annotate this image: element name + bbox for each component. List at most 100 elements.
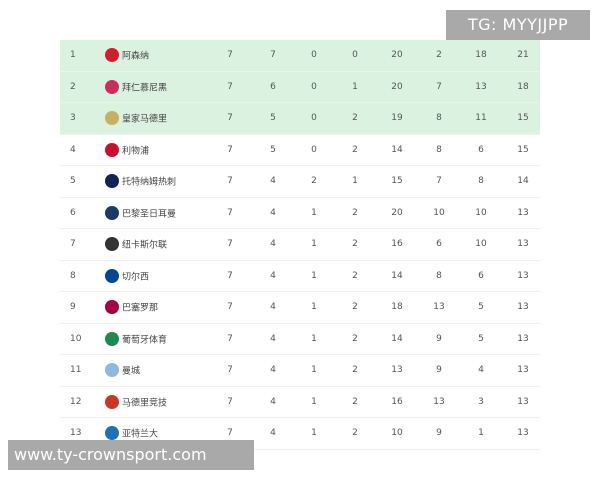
stat-cell: 1 <box>311 207 317 218</box>
stat-cell: 16 <box>391 239 403 250</box>
stat-cell: 4 <box>270 239 276 250</box>
table-row[interactable]: 1 阿森纳 7 7 0 0 20 2 18 21 <box>60 40 540 72</box>
team-name: 曼城 <box>122 366 141 377</box>
stat-cell: 7 <box>227 365 233 376</box>
table-row[interactable]: 8 切尔西 7 4 1 2 14 8 6 13 <box>60 261 540 292</box>
stat-cell: 7 <box>227 113 233 124</box>
team-name: 葡萄牙体育 <box>122 335 168 346</box>
stat-cell: 7 <box>227 396 233 407</box>
team-name: 皇家马德里 <box>122 114 168 125</box>
barcelona-crest-icon <box>105 300 119 315</box>
stat-cell: 1 <box>311 239 317 250</box>
stat-cell: 2 <box>352 113 358 124</box>
stat-cell: 5 <box>478 302 484 313</box>
rank: 7 <box>70 239 76 250</box>
stat-cell: 3 <box>478 396 484 407</box>
stat-cell: 21 <box>517 50 529 61</box>
stat-cell: 5 <box>270 144 276 155</box>
liverpool-crest-icon <box>105 142 119 157</box>
stat-cell: 16 <box>391 396 403 407</box>
stat-cell: 2 <box>352 207 358 218</box>
stat-cell: 7 <box>227 302 233 313</box>
stat-cell: 4 <box>270 396 276 407</box>
stat-cell: 19 <box>391 113 403 124</box>
stat-cell: 18 <box>391 302 403 313</box>
stat-cell: 2 <box>352 302 358 313</box>
rank: 1 <box>70 50 76 61</box>
chelsea-crest-icon <box>105 268 119 283</box>
stat-cell: 18 <box>517 81 529 92</box>
stat-cell: 5 <box>270 113 276 124</box>
table-row[interactable]: 9 巴塞罗那 7 4 1 2 18 13 5 13 <box>60 292 540 324</box>
rank: 9 <box>70 302 76 313</box>
arsenal-crest-icon <box>105 48 119 63</box>
table-row[interactable]: 11 曼城 7 4 1 2 13 9 4 13 <box>60 355 540 387</box>
rank: 13 <box>70 428 82 439</box>
rank: 10 <box>70 333 82 344</box>
team-name: 拜仁慕尼黑 <box>122 83 168 94</box>
atalanta-crest-icon <box>105 426 119 441</box>
stat-cell: 1 <box>311 396 317 407</box>
stat-cell: 2 <box>352 270 358 281</box>
stat-cell: 1 <box>478 428 484 439</box>
stat-cell: 14 <box>391 144 403 155</box>
stat-cell: 1 <box>311 270 317 281</box>
stat-cell: 7 <box>270 50 276 61</box>
stat-cell: 20 <box>391 207 403 218</box>
stat-cell: 4 <box>270 428 276 439</box>
stat-cell: 2 <box>352 239 358 250</box>
man-city-crest-icon <box>105 363 119 378</box>
atletico-crest-icon <box>105 394 119 409</box>
stat-cell: 14 <box>391 333 403 344</box>
team-name: 巴黎圣日耳曼 <box>122 209 177 220</box>
stat-cell: 4 <box>270 302 276 313</box>
team-name: 利物浦 <box>122 146 150 157</box>
team-name: 切尔西 <box>122 272 150 283</box>
stat-cell: 18 <box>475 50 487 61</box>
stat-cell: 0 <box>311 144 317 155</box>
stat-cell: 2 <box>352 428 358 439</box>
stat-cell: 4 <box>270 176 276 187</box>
stat-cell: 2 <box>352 365 358 376</box>
stat-cell: 7 <box>227 81 233 92</box>
stat-cell: 13 <box>433 396 445 407</box>
table-row[interactable]: 6 巴黎圣日耳曼 7 4 1 2 20 10 10 13 <box>60 198 540 229</box>
stat-cell: 10 <box>433 207 445 218</box>
stat-cell: 20 <box>391 50 403 61</box>
stat-cell: 4 <box>270 207 276 218</box>
stat-cell: 13 <box>391 365 403 376</box>
stat-cell: 0 <box>311 50 317 61</box>
overlay-label: TG: MYYJJPP <box>446 10 590 40</box>
table-row[interactable]: 2 拜仁慕尼黑 7 6 0 1 20 7 13 18 <box>60 71 540 103</box>
table-row[interactable]: 13 亚特兰大 7 4 1 2 10 9 1 13 <box>60 418 540 450</box>
stat-cell: 9 <box>436 428 442 439</box>
stat-cell: 10 <box>475 207 487 218</box>
stat-cell: 8 <box>436 270 442 281</box>
table-row[interactable]: 7 纽卡斯尔联 7 4 1 2 16 6 10 13 <box>60 229 540 261</box>
rank: 3 <box>70 113 76 124</box>
tottenham-crest-icon <box>105 174 119 189</box>
team-name: 巴塞罗那 <box>122 303 159 314</box>
stat-cell: 1 <box>311 302 317 313</box>
stat-cell: 13 <box>517 302 529 313</box>
stat-cell: 7 <box>227 50 233 61</box>
rank: 5 <box>70 176 76 187</box>
stat-cell: 13 <box>517 365 529 376</box>
table-row[interactable]: 4 利物浦 7 5 0 2 14 8 6 15 <box>60 135 540 166</box>
stat-cell: 13 <box>433 302 445 313</box>
stat-cell: 2 <box>436 50 442 61</box>
stat-cell: 7 <box>227 207 233 218</box>
table-row[interactable]: 5 托特纳姆热刺 7 4 2 1 15 7 8 14 <box>60 166 540 198</box>
stat-cell: 7 <box>436 176 442 187</box>
stat-cell: 7 <box>227 176 233 187</box>
stat-cell: 7 <box>227 333 233 344</box>
table-row[interactable]: 10 葡萄牙体育 7 4 1 2 14 9 5 13 <box>60 324 540 355</box>
stat-cell: 1 <box>311 365 317 376</box>
table-row[interactable]: 12 马德里竞技 7 4 1 2 16 13 3 13 <box>60 387 540 418</box>
stat-cell: 15 <box>391 176 403 187</box>
team-name: 托特纳姆热刺 <box>122 177 177 188</box>
stat-cell: 2 <box>352 333 358 344</box>
table-row[interactable]: 3 皇家马德里 7 5 0 2 19 8 11 15 <box>60 103 540 135</box>
stat-cell: 2 <box>311 176 317 187</box>
stat-cell: 8 <box>436 144 442 155</box>
